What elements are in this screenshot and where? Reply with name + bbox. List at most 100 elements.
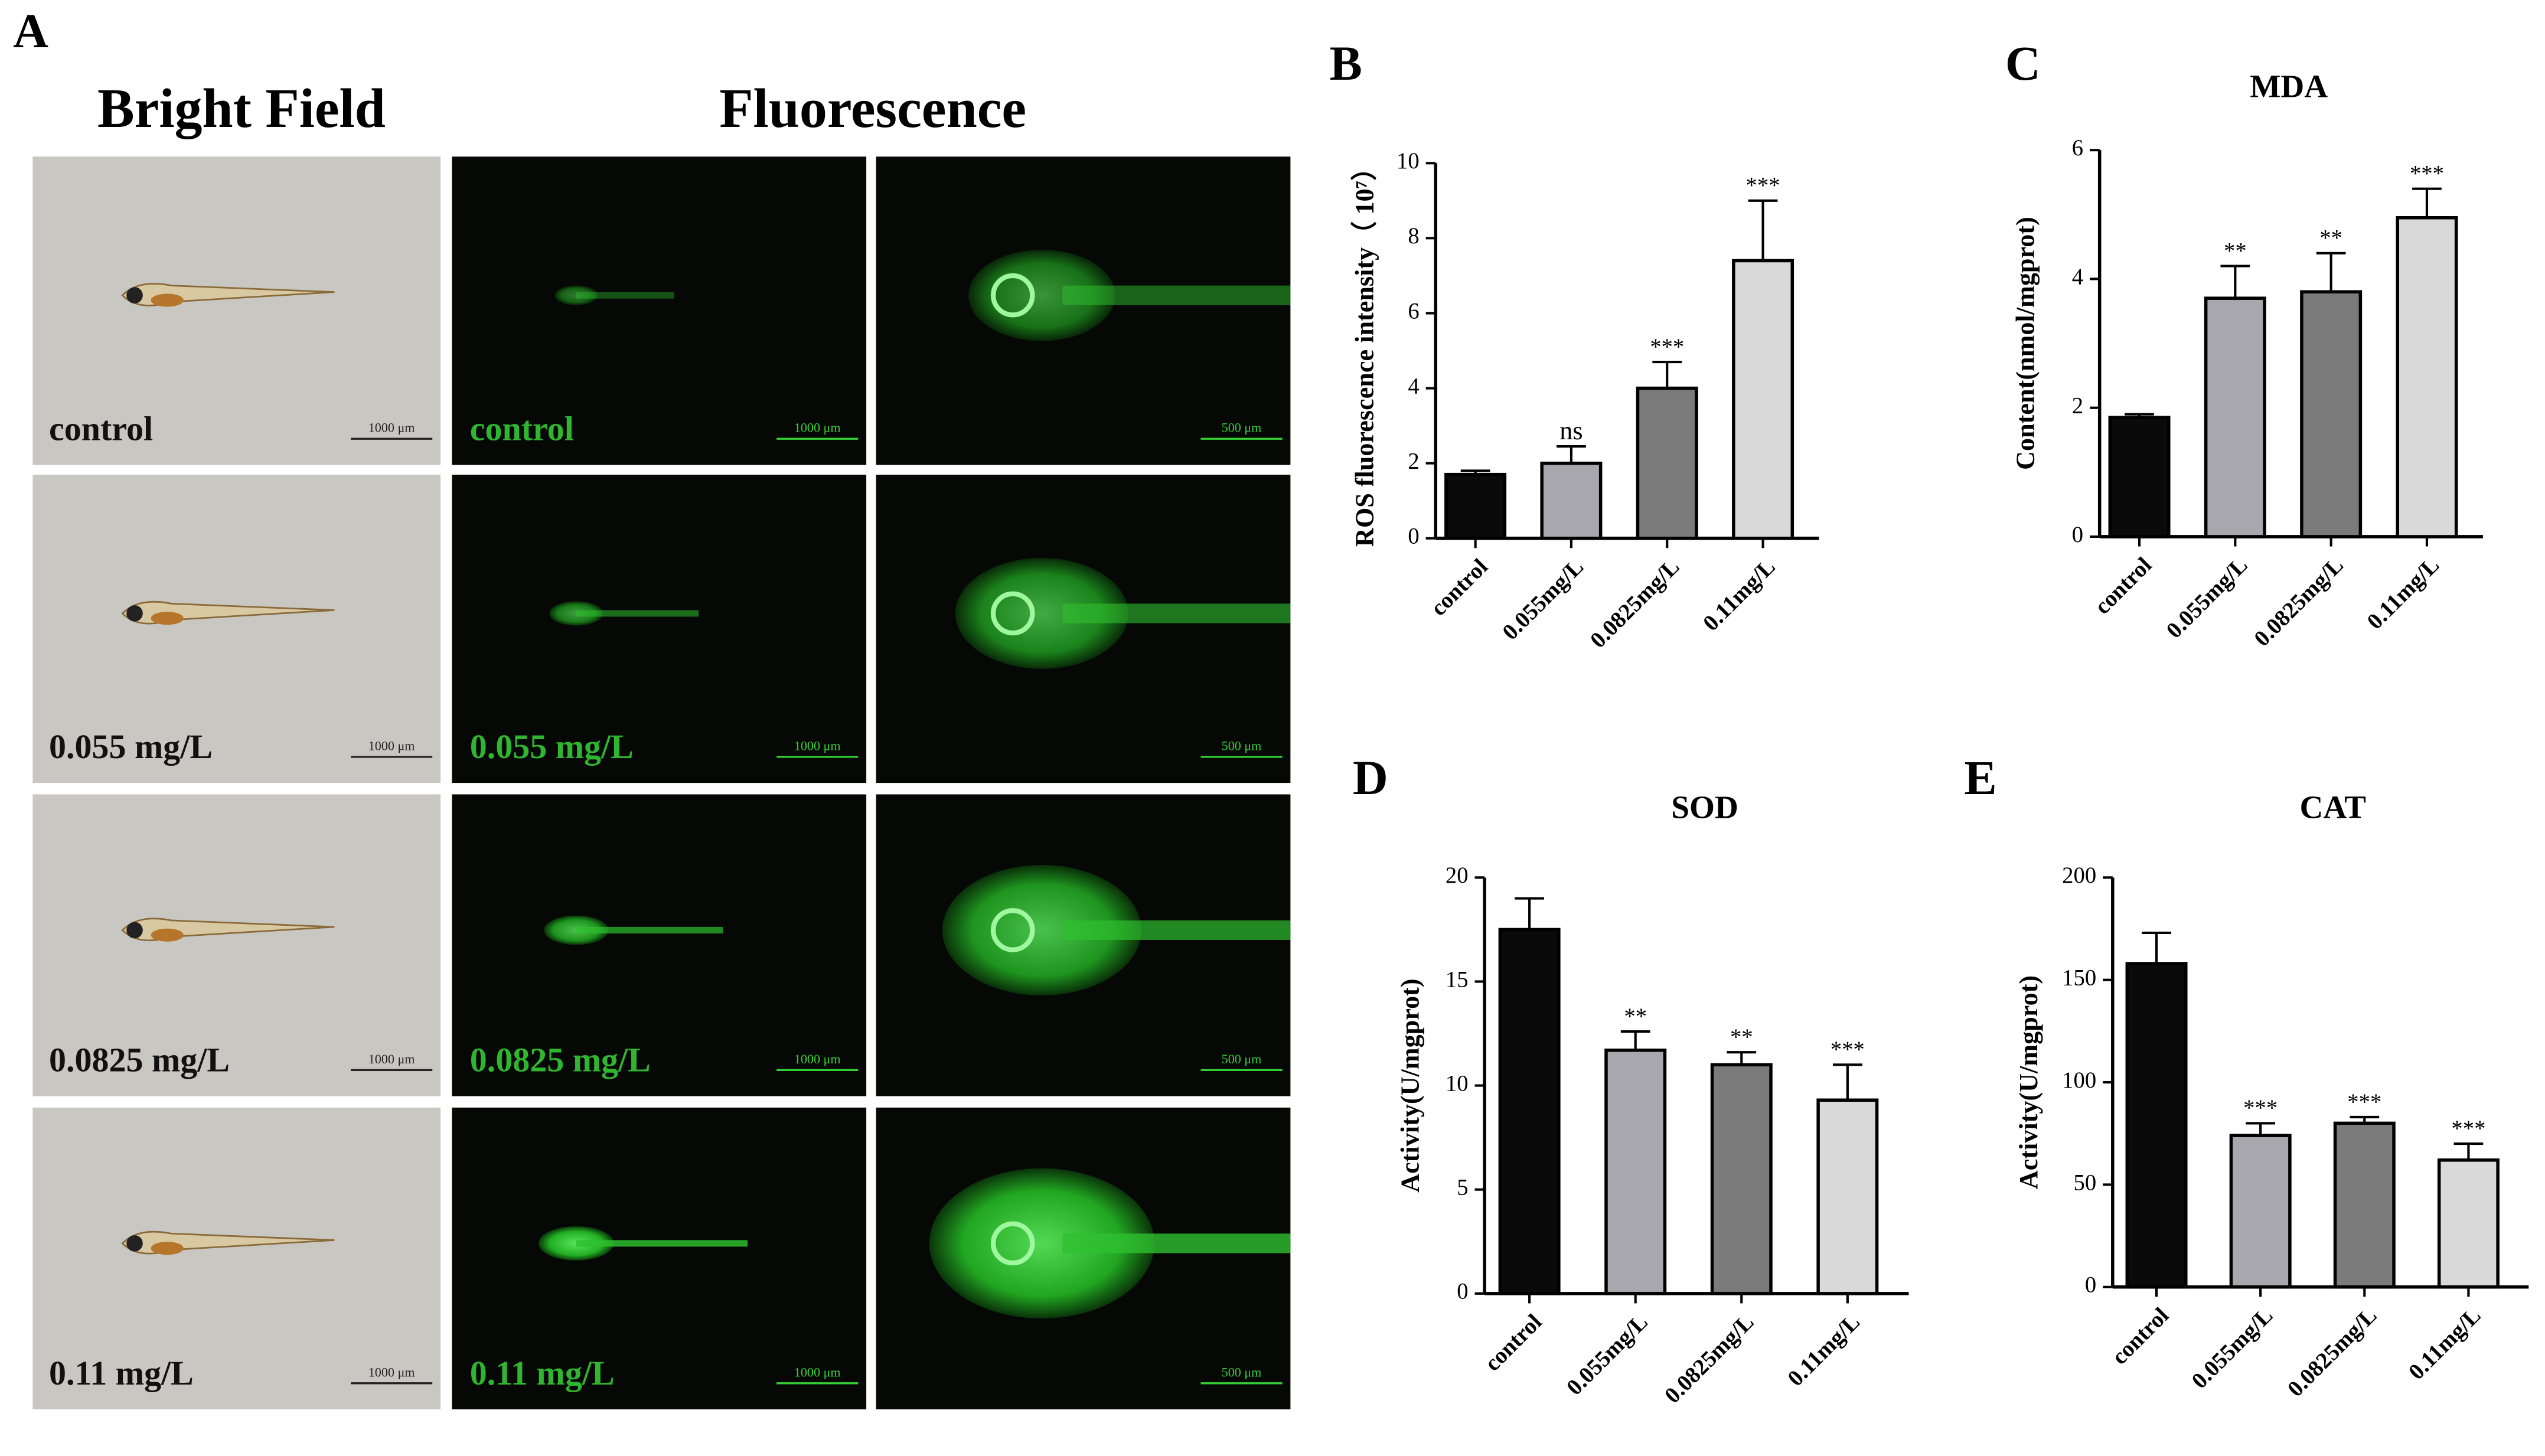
bar: [1816, 1098, 1879, 1295]
y-tick-label: 10: [1446, 1071, 1469, 1096]
y-axis-label: Content(nmol/mgprot): [2011, 217, 2040, 470]
x-tick-label: control: [1426, 554, 1493, 621]
y-tick-label: 0: [2072, 523, 2083, 547]
error-bar: [2412, 187, 2442, 218]
scale-label: 1000 μm: [368, 738, 415, 753]
panel-letter: C: [2005, 36, 2041, 90]
significance-label: **: [2224, 239, 2247, 263]
condition-label: 0.11 mg/L: [49, 1354, 194, 1392]
y-tick-label: 2: [2072, 394, 2083, 419]
significance-label: ***: [2347, 1090, 2381, 1115]
bar: [2125, 962, 2188, 1289]
larva-glow: [1062, 920, 1291, 941]
larva-eye: [990, 273, 1035, 318]
significance-label: ns: [1559, 416, 1583, 445]
larva-glow: [942, 864, 1141, 995]
y-axis-label: ROS fluorescence intensity（ 10⁷）: [1350, 155, 1379, 547]
x-tick-label: 0.055mg/L: [2187, 1303, 2278, 1393]
larva-yolk: [151, 612, 184, 625]
error-bar: [1460, 469, 1490, 475]
fluorescence-image: [452, 1107, 867, 1409]
scale-label: 1000 μm: [368, 1052, 415, 1066]
condition-label: 0.0825 mg/L: [470, 1041, 651, 1079]
larva-glow: [1062, 603, 1291, 623]
x-tick-label: 0.0825mg/L: [1660, 1310, 1758, 1408]
chart-title: MDA: [2250, 68, 2328, 105]
y-tick-label: 0: [1457, 1279, 1468, 1304]
column-header: Bright Field: [97, 78, 386, 139]
condition-label: 0.055 mg/L: [470, 727, 634, 766]
panel-letter: A: [13, 4, 48, 58]
error-bar: [2350, 1115, 2380, 1124]
x-tick-label: 0.0825mg/L: [2250, 553, 2348, 651]
significance-label: **: [1730, 1025, 1753, 1050]
x-tick-label: 0.055mg/L: [1562, 1310, 1652, 1400]
fluorescence-image: [452, 794, 867, 1096]
x-tick-label: 0.11mg/L: [2404, 1303, 2485, 1385]
condition-label: 0.11 mg/L: [470, 1354, 615, 1392]
error-bar: [1557, 445, 1586, 463]
panel-letter: B: [1330, 36, 1362, 90]
larva-glow: [968, 249, 1115, 341]
bar: [2108, 416, 2171, 538]
error-bar: [2220, 265, 2250, 299]
y-tick-label: 150: [2062, 966, 2096, 991]
larva-eye: [126, 287, 143, 304]
larva-eye: [990, 591, 1035, 636]
x-tick-label: control: [2107, 1303, 2174, 1370]
error-bar: [1652, 360, 1682, 389]
larva-eye: [990, 908, 1035, 952]
condition-label: control: [470, 409, 574, 448]
error-bar: [2142, 931, 2171, 964]
error-bar: [1515, 897, 1544, 930]
scale-label: 500 μm: [1222, 420, 1262, 435]
error-bar: [1727, 1051, 1757, 1065]
significance-label: ***: [2410, 161, 2444, 186]
bar: [1498, 928, 1561, 1295]
bright-field-image: [32, 156, 441, 465]
larva-glow: [955, 557, 1128, 669]
panel-letter: D: [1353, 750, 1388, 805]
scale-label: 500 μm: [1222, 1052, 1262, 1066]
condition-label: 0.0825 mg/L: [49, 1041, 230, 1079]
x-tick-label: 0.055mg/L: [1498, 554, 1588, 645]
bar: [2229, 1134, 2292, 1289]
bar: [1636, 386, 1698, 540]
y-tick-label: 15: [1446, 967, 1469, 992]
significance-label: ***: [2451, 1117, 2485, 1141]
error-bar: [1620, 1030, 1650, 1050]
significance-label: ***: [2243, 1096, 2278, 1121]
bright-field-image: [32, 794, 441, 1096]
bar: [2204, 296, 2266, 538]
scale-label: 500 μm: [1222, 738, 1262, 753]
bar: [1604, 1048, 1667, 1295]
x-tick-label: 0.055mg/L: [2162, 553, 2252, 643]
y-tick-label: 50: [2074, 1170, 2097, 1195]
x-tick-label: 0.11mg/L: [1698, 554, 1780, 636]
larva-glow: [929, 1168, 1154, 1318]
fluorescence-image: [452, 156, 867, 465]
fluorescence-image: [452, 474, 867, 784]
bar: [1710, 1063, 1773, 1295]
y-tick-label: 10: [1397, 149, 1420, 174]
scale-label: 1000 μm: [368, 420, 415, 435]
bright-field-image: [32, 474, 441, 784]
y-tick-label: 20: [1446, 863, 1469, 888]
larva-glow: [554, 285, 598, 305]
condition-label: 0.055 mg/L: [49, 727, 213, 766]
error-bar: [2246, 1122, 2276, 1136]
scale-label: 1000 μm: [794, 1364, 841, 1379]
error-bar: [2125, 413, 2154, 418]
y-tick-label: 6: [2072, 136, 2083, 161]
larva-glow: [576, 292, 674, 299]
significance-label: ***: [1831, 1037, 1865, 1062]
panel-letter: E: [1964, 750, 1996, 805]
y-tick-label: 0: [1408, 524, 1419, 549]
significance-label: **: [1624, 1004, 1647, 1029]
x-tick-label: 0.0825mg/L: [2283, 1303, 2381, 1402]
column-header: Fluorescence: [719, 78, 1026, 139]
larva-glow: [1062, 1233, 1291, 1253]
scale-label: 1000 μm: [368, 1364, 415, 1379]
y-axis-label: Activity(U/mgprot): [1396, 978, 1425, 1192]
bar: [2300, 290, 2363, 538]
